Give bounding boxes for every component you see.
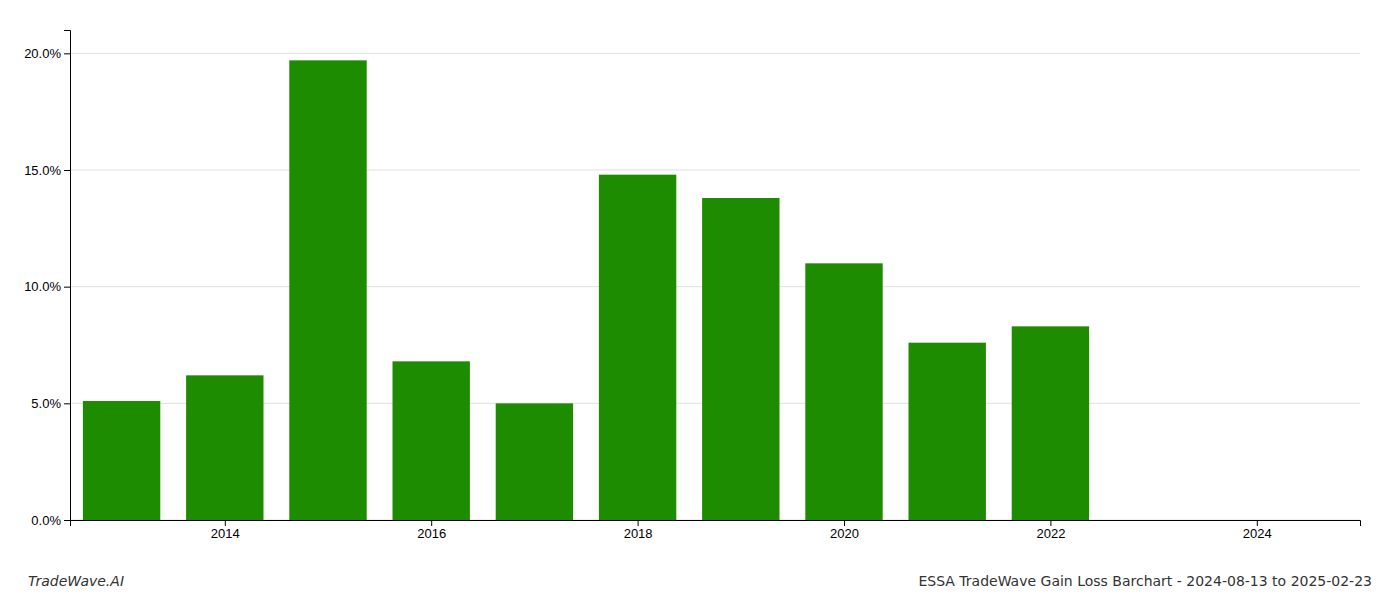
- grid: [70, 53, 1360, 520]
- y-tick-mark: [64, 53, 70, 54]
- x-tick: 2024: [1243, 520, 1272, 541]
- x-tick: 2014: [211, 520, 240, 541]
- footer-text: TradeWave.AI: [28, 573, 124, 589]
- grid-line: [70, 170, 1360, 171]
- y-tick-label: 5.0%: [31, 396, 61, 411]
- x-tick-label: 2016: [417, 526, 446, 541]
- x-tick-label: 2024: [1243, 526, 1272, 541]
- bar: [599, 175, 676, 520]
- y-tick-label: 0.0%: [31, 513, 61, 528]
- bar: [393, 361, 470, 520]
- y-tick: 10.0%: [24, 279, 70, 294]
- y-tick: 20.0%: [24, 46, 70, 61]
- x-tick-mark: [844, 520, 845, 526]
- bar: [83, 401, 160, 520]
- y-tick: 15.0%: [24, 163, 70, 178]
- plot: 0.0%5.0%10.0%15.0%20.0%20142016201820202…: [24, 31, 1360, 542]
- y-tick-mark: [64, 287, 70, 288]
- x-tick-label: 2022: [1036, 526, 1065, 541]
- y-tick-label: 20.0%: [24, 46, 61, 61]
- bar: [909, 343, 986, 520]
- x-tick: 2022: [1036, 520, 1065, 541]
- grid-line: [70, 53, 1360, 54]
- x-tick: 2020: [830, 520, 859, 541]
- bars: [83, 60, 1089, 520]
- y-tick-label: 10.0%: [24, 279, 61, 294]
- x-tick-mark: [1050, 520, 1051, 526]
- bar: [805, 263, 882, 520]
- x-tick-label: 2020: [830, 526, 859, 541]
- bar: [186, 375, 263, 520]
- bar: [1012, 326, 1089, 520]
- x-tick-mark: [638, 520, 639, 526]
- bar: [496, 403, 573, 520]
- y-tick-mark: [64, 403, 70, 404]
- y-tick-label: 15.0%: [24, 163, 61, 178]
- y-tick: 0.0%: [31, 513, 70, 528]
- x-tick: 2018: [624, 520, 653, 541]
- y-axis-line: [64, 31, 71, 521]
- y-tick-mark: [64, 170, 70, 171]
- x-tick-mark: [1257, 520, 1258, 526]
- footer-text: ESSA TradeWave Gain Loss Barchart - 2024…: [918, 573, 1372, 589]
- x-tick-label: 2014: [211, 526, 240, 541]
- bar: [289, 60, 366, 520]
- y-tick: 5.0%: [31, 396, 70, 411]
- bar: [702, 198, 779, 520]
- x-tick: 2016: [417, 520, 446, 541]
- x-tick-mark: [225, 520, 226, 526]
- x-tick-mark: [431, 520, 432, 526]
- chart: 0.0%5.0%10.0%15.0%20.0%20142016201820202…: [0, 0, 1400, 600]
- y-axis: 0.0% 5.0% 10.0% 15.0% 20.0%: [24, 31, 70, 528]
- x-axis: 2014 2016 2018 2020 2022 2024: [71, 520, 1361, 541]
- x-tick-label: 2018: [624, 526, 653, 541]
- y-tick-mark: [64, 520, 70, 521]
- x-axis-line: [71, 521, 1361, 527]
